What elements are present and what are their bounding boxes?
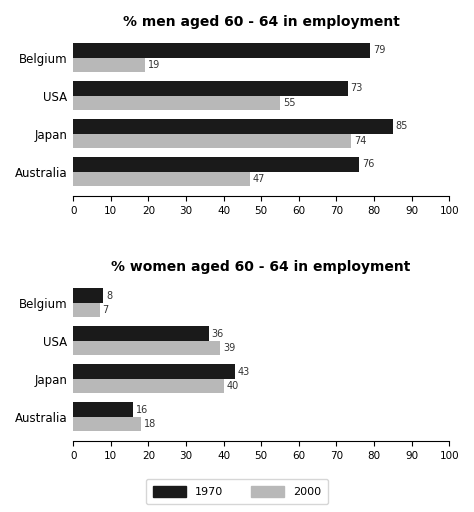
- Text: 16: 16: [137, 404, 149, 415]
- Text: 18: 18: [144, 419, 156, 429]
- Bar: [73, 96, 280, 110]
- Text: 19: 19: [147, 60, 160, 70]
- Text: 7: 7: [102, 305, 109, 315]
- Title: % women aged 60 - 64 in employment: % women aged 60 - 64 in employment: [111, 260, 411, 274]
- Bar: [73, 402, 133, 417]
- Bar: [73, 119, 393, 134]
- Text: 79: 79: [373, 46, 386, 55]
- Legend: 1970, 2000: 1970, 2000: [146, 479, 328, 504]
- Bar: [73, 365, 235, 379]
- Text: 40: 40: [227, 381, 239, 391]
- Text: 76: 76: [362, 159, 374, 169]
- Text: 43: 43: [238, 367, 250, 376]
- Bar: [73, 379, 224, 393]
- Bar: [73, 172, 250, 186]
- Bar: [73, 43, 370, 58]
- Text: 39: 39: [223, 343, 235, 353]
- Bar: [73, 134, 351, 148]
- Text: 74: 74: [355, 136, 367, 146]
- Bar: [73, 341, 220, 355]
- Bar: [73, 417, 141, 431]
- Title: % men aged 60 - 64 in employment: % men aged 60 - 64 in employment: [123, 15, 400, 29]
- Bar: [73, 288, 103, 303]
- Text: 85: 85: [396, 121, 408, 132]
- Text: 55: 55: [283, 98, 295, 108]
- Text: 8: 8: [106, 290, 112, 301]
- Bar: [73, 58, 145, 72]
- Text: 36: 36: [211, 329, 224, 338]
- Bar: [73, 326, 209, 341]
- Text: 47: 47: [253, 174, 265, 184]
- Text: 73: 73: [351, 83, 363, 93]
- Bar: [73, 303, 100, 317]
- Bar: [73, 157, 359, 172]
- Bar: [73, 81, 347, 96]
